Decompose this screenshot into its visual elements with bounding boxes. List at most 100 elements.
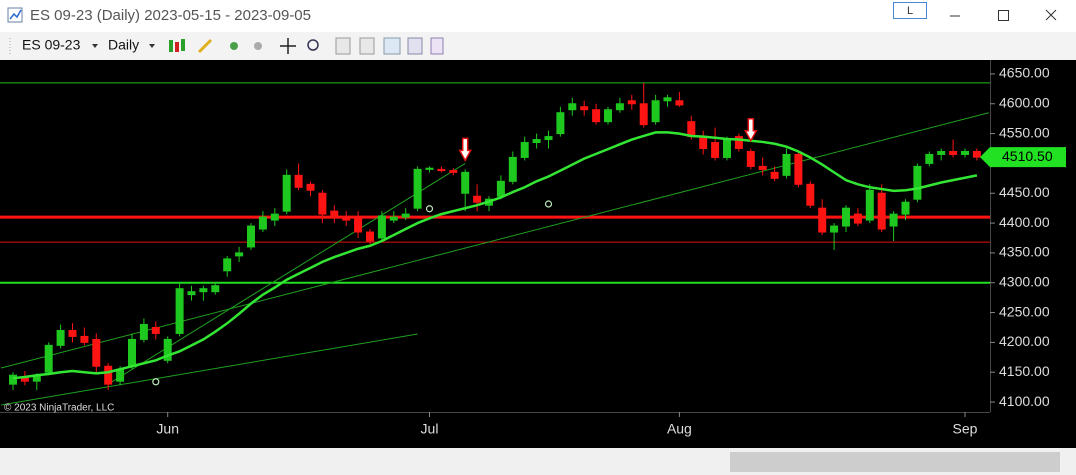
strategy-icon[interactable] bbox=[359, 37, 375, 55]
candle-body bbox=[734, 136, 743, 150]
signal-dot bbox=[544, 200, 553, 208]
candle-body bbox=[711, 142, 720, 158]
data-box-icon[interactable] bbox=[430, 37, 444, 55]
candle-body bbox=[758, 165, 767, 170]
y-tick-label: 4200.00 bbox=[999, 333, 1050, 349]
candle-body bbox=[473, 195, 482, 203]
candle-body bbox=[389, 216, 398, 221]
tool-icon[interactable] bbox=[254, 42, 262, 50]
candle-body bbox=[247, 225, 255, 248]
properties-icon[interactable] bbox=[407, 37, 423, 55]
zoom-icon[interactable] bbox=[307, 39, 319, 51]
candle-body bbox=[508, 156, 517, 182]
chart-panel bbox=[0, 60, 1076, 448]
y-tick-label: 4150.00 bbox=[999, 363, 1050, 379]
indicator-icon[interactable] bbox=[335, 37, 351, 55]
tool-icon[interactable] bbox=[230, 42, 238, 50]
toolbar bbox=[0, 32, 1076, 60]
candle-body bbox=[20, 377, 29, 382]
candle-body bbox=[425, 167, 434, 170]
crosshair-icon[interactable] bbox=[280, 38, 296, 54]
candle-body bbox=[889, 213, 898, 227]
candle-body bbox=[413, 168, 422, 209]
candle-body bbox=[853, 213, 862, 224]
candle-body bbox=[80, 335, 89, 343]
plot-area: 4100.00 4150.00 4200.00 4250.00 4300.00 4350.… bbox=[0, 65, 1066, 437]
y-tick-label: 4300.00 bbox=[999, 273, 1050, 289]
y-tick-label: 4600.00 bbox=[999, 94, 1050, 110]
candle-body bbox=[56, 329, 65, 346]
candle-body bbox=[377, 215, 386, 239]
candle-body bbox=[556, 112, 565, 135]
signal-arrow bbox=[458, 137, 472, 162]
candle-body bbox=[282, 174, 291, 212]
candle-body bbox=[270, 213, 279, 221]
candle-body bbox=[461, 171, 470, 194]
candle-body bbox=[592, 109, 601, 123]
signal-arrow bbox=[744, 117, 758, 143]
candle-body bbox=[972, 150, 981, 158]
y-tick-label: 4100.00 bbox=[999, 393, 1050, 409]
close-button[interactable] bbox=[1045, 9, 1057, 21]
candle-body bbox=[925, 153, 934, 164]
interval-dropdown[interactable] bbox=[149, 44, 155, 48]
y-tick-label: 4550.00 bbox=[999, 124, 1050, 140]
trend-line bbox=[0, 112, 989, 369]
candle-body bbox=[175, 288, 184, 334]
candle-body bbox=[818, 207, 827, 233]
candle-body bbox=[199, 288, 208, 293]
draw-tool-icon[interactable] bbox=[197, 38, 213, 54]
candle-body bbox=[235, 252, 244, 257]
candle-body bbox=[151, 326, 160, 334]
bar-type-icon[interactable] bbox=[175, 42, 179, 52]
candle-body bbox=[163, 338, 172, 361]
candle-body bbox=[770, 171, 779, 179]
scrollbar-thumb[interactable] bbox=[730, 452, 1060, 472]
candle-body bbox=[782, 153, 791, 176]
candle-body bbox=[68, 329, 77, 337]
bar-type-icon[interactable] bbox=[181, 39, 185, 51]
l-button-label[interactable]: L bbox=[907, 5, 913, 17]
candle-body bbox=[949, 150, 958, 155]
candle-body bbox=[723, 139, 731, 158]
bar-type-icon[interactable] bbox=[169, 40, 173, 52]
candle-body bbox=[44, 344, 53, 373]
y-tick-label: 4350.00 bbox=[999, 244, 1050, 260]
candle-body bbox=[330, 210, 339, 218]
template-icon[interactable] bbox=[383, 37, 401, 55]
plot-clip bbox=[0, 82, 990, 406]
candle-body bbox=[615, 103, 624, 111]
maximize-button[interactable] bbox=[998, 10, 1009, 21]
candle-body bbox=[532, 139, 541, 144]
instrument-dropdown[interactable] bbox=[92, 44, 98, 48]
moving-average bbox=[12, 131, 978, 380]
candle-body bbox=[675, 100, 684, 106]
candle-body bbox=[187, 291, 196, 296]
candle-body bbox=[830, 225, 839, 233]
candle-body bbox=[496, 180, 505, 197]
interval-selector[interactable]: Daily bbox=[108, 37, 139, 53]
window-title: ES 09-23 (Daily) 2023-05-15 - 2023-09-05 bbox=[30, 7, 311, 24]
candle-body bbox=[746, 150, 755, 167]
y-tick-label: 4650.00 bbox=[999, 65, 1050, 81]
l-button[interactable] bbox=[893, 2, 927, 19]
y-tick-label: 4400.00 bbox=[999, 214, 1050, 230]
candle-body bbox=[699, 136, 708, 150]
x-tick-label: Jun bbox=[156, 421, 179, 437]
instrument-selector[interactable]: ES 09-23 bbox=[22, 37, 81, 53]
candle-body bbox=[294, 174, 303, 188]
candle-body bbox=[318, 192, 327, 215]
candle-body bbox=[901, 201, 910, 215]
y-tick-label: 4250.00 bbox=[999, 303, 1050, 319]
candle-body bbox=[663, 97, 672, 102]
candle-body bbox=[92, 338, 101, 367]
candle-body bbox=[961, 150, 969, 155]
candle-body bbox=[306, 183, 315, 191]
candle-body bbox=[223, 258, 232, 272]
candle-body bbox=[104, 365, 113, 385]
candle-body bbox=[639, 103, 648, 126]
candle-body bbox=[258, 216, 267, 230]
candle-body bbox=[520, 142, 529, 158]
toolbar-icons bbox=[169, 37, 444, 55]
